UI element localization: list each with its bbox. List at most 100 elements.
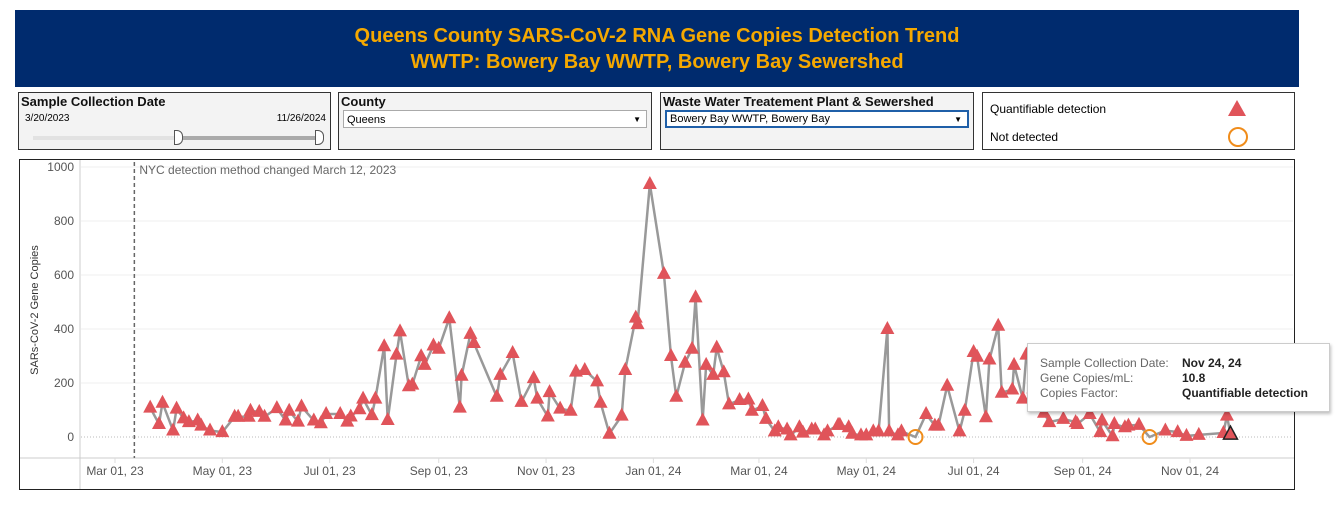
data-point-quantifiable xyxy=(333,406,348,420)
data-point-quantifiable xyxy=(380,411,395,425)
y-tick-label: 600 xyxy=(54,268,74,282)
data-point-quantifiable xyxy=(364,407,379,421)
data-point-quantifiable xyxy=(758,410,773,424)
data-point-quantifiable xyxy=(970,348,985,362)
tooltip-date-label: Sample Collection Date: xyxy=(1040,356,1169,370)
data-point-quantifiable xyxy=(514,393,529,407)
data-point-quantifiable xyxy=(1042,414,1057,428)
y-tick-label: 400 xyxy=(54,322,74,336)
data-point-quantifiable xyxy=(1170,424,1185,438)
data-point-quantifiable xyxy=(783,427,798,441)
data-point-quantifiable xyxy=(1131,416,1146,430)
y-tick-label: 1000 xyxy=(47,160,74,174)
data-point-quantifiable xyxy=(1179,427,1194,441)
legend-label-quantifiable: Quantifiable detection xyxy=(990,102,1107,116)
data-point-quantifiable xyxy=(489,388,504,402)
data-point-quantifiable xyxy=(282,402,297,416)
date-filter: Sample Collection Date 3/20/2023 11/26/2… xyxy=(18,92,331,150)
data-point-quantifiable xyxy=(563,402,578,416)
data-point-quantifiable xyxy=(722,396,737,410)
tooltip-factor-value: Quantifiable detection xyxy=(1182,386,1309,400)
data-point-quantifiable xyxy=(618,362,633,376)
data-point-quantifiable xyxy=(278,412,293,426)
tooltip-copies-value: 10.8 xyxy=(1182,371,1206,385)
data-point-quantifiable xyxy=(593,394,608,408)
data-point-quantifiable xyxy=(269,400,284,414)
data-point-quantifiable xyxy=(169,400,184,414)
data-point-quantifiable xyxy=(820,423,835,437)
x-tick-label: Jul 01, 24 xyxy=(948,464,1000,478)
x-tick-label: Mar 01, 24 xyxy=(730,464,788,478)
y-tick-label: 200 xyxy=(54,376,74,390)
data-point-quantifiable xyxy=(343,408,358,422)
date-slider-start-handle[interactable] xyxy=(174,130,183,145)
data-point-quantifiable xyxy=(442,310,457,324)
data-point-quantifiable xyxy=(257,408,272,422)
data-point-quantifiable xyxy=(744,402,759,416)
data-point-quantifiable xyxy=(685,340,700,354)
county-filter-label: County xyxy=(341,94,386,109)
date-slider-end-handle[interactable] xyxy=(315,130,324,145)
legend-label-not-detected: Not detected xyxy=(990,130,1059,144)
wwtp-filter: Waste Water Treatement Plant & Sewershed… xyxy=(660,92,974,150)
data-point-quantifiable xyxy=(389,346,404,360)
data-point-quantifiable xyxy=(978,409,993,423)
data-point-quantifiable xyxy=(1007,356,1022,370)
data-point-quantifiable xyxy=(356,390,371,404)
data-point-quantifiable xyxy=(577,362,592,376)
data-point-quantifiable xyxy=(931,417,946,431)
date-filter-label: Sample Collection Date xyxy=(21,94,166,109)
data-point-quantifiable xyxy=(553,400,568,414)
date-slider-range xyxy=(178,136,323,140)
data-point-quantifiable xyxy=(542,384,557,398)
data-point-quantifiable xyxy=(1070,416,1085,430)
data-point-quantifiable xyxy=(1158,422,1173,436)
data-point-quantifiable xyxy=(880,321,895,334)
date-start: 3/20/2023 xyxy=(25,113,70,124)
data-point-quantifiable xyxy=(1093,424,1108,438)
county-value: Queens xyxy=(347,114,386,126)
data-point-quantifiable xyxy=(1082,406,1097,420)
data-point-quantifiable xyxy=(716,364,731,378)
data-point-quantifiable xyxy=(882,423,897,437)
data-point-quantifiable xyxy=(656,265,671,279)
data-point-quantifiable xyxy=(859,427,874,441)
wwtp-select[interactable]: Bowery Bay WWTP, Bowery Bay ▼ xyxy=(665,110,969,128)
legend: Quantifiable detection Not detected xyxy=(982,92,1295,150)
x-tick-label: Jan 01, 24 xyxy=(625,464,681,478)
data-point-quantifiable xyxy=(243,402,258,416)
data-point-quantifiable xyxy=(845,425,860,439)
data-point-quantifiable xyxy=(991,317,1006,331)
tooltip-date-value: Nov 24, 24 xyxy=(1182,356,1242,370)
data-point-quantifiable xyxy=(368,390,383,404)
data-point-quantifiable xyxy=(709,339,724,353)
data-point-quantifiable xyxy=(630,316,645,330)
data-point-quantifiable xyxy=(231,408,246,422)
y-tick-label: 800 xyxy=(54,214,74,228)
data-point-quantifiable xyxy=(678,354,693,368)
data-point-quantifiable xyxy=(894,423,909,437)
title-line-2: WWTP: Bowery Bay WWTP, Bowery Bay Sewers… xyxy=(410,51,904,73)
data-point-quantifiable xyxy=(493,366,508,380)
data-point-quantifiable xyxy=(695,412,710,426)
data-point-quantifiable xyxy=(1056,410,1071,424)
data-point-quantifiable xyxy=(505,345,520,359)
circle-icon xyxy=(1228,127,1248,147)
data-point-quantifiable xyxy=(194,417,209,431)
x-tick-label: Jul 01, 23 xyxy=(304,464,356,478)
data-point-quantifiable xyxy=(688,289,703,303)
dashboard-header: Queens County SARS-CoV-2 RNA Gene Copies… xyxy=(15,10,1299,87)
data-point-quantifiable xyxy=(463,325,478,339)
data-point-not-detected xyxy=(907,429,924,445)
data-point-quantifiable xyxy=(741,391,756,405)
county-select[interactable]: Queens ▼ xyxy=(343,110,647,128)
date-slider-track[interactable] xyxy=(33,130,324,145)
title-line-1: Queens County SARS-CoV-2 RNA Gene Copies… xyxy=(354,25,960,47)
x-tick-label: Nov 01, 23 xyxy=(517,464,575,478)
x-tick-label: May 01, 23 xyxy=(193,464,253,478)
date-end: 11/26/2024 xyxy=(276,113,326,124)
data-point-quantifiable xyxy=(871,423,886,437)
data-point-quantifiable xyxy=(832,416,847,430)
data-point-quantifiable xyxy=(706,366,721,380)
